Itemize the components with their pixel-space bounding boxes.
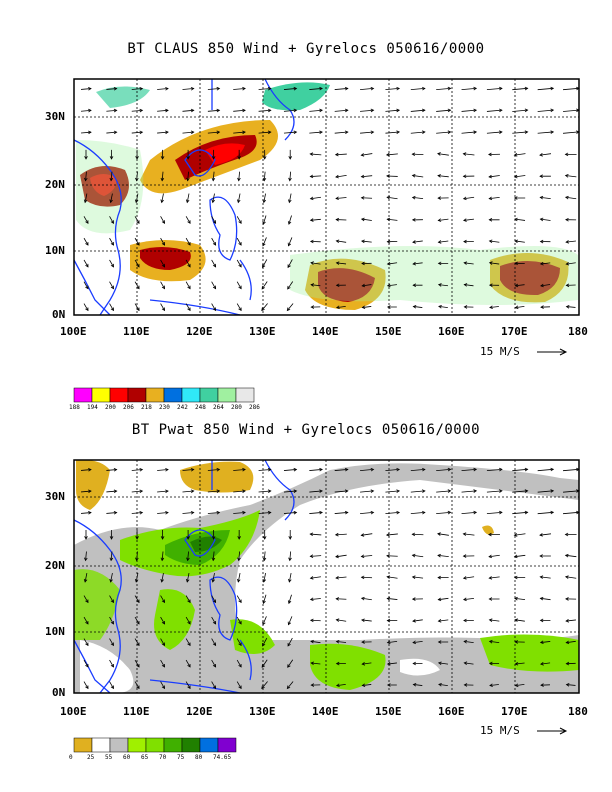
legend-swatch <box>163 737 183 753</box>
legend-swatch <box>73 387 93 403</box>
legend-label: 248 <box>195 404 206 411</box>
panel2-legend <box>73 737 237 753</box>
legend-label: 55 <box>105 754 113 761</box>
panel2-lat-30n: 30N <box>45 490 65 503</box>
legend-swatch <box>199 387 219 403</box>
panel1-lon-150e: 150E <box>375 325 402 338</box>
legend-label: 194 <box>87 404 98 411</box>
legend-label: 206 <box>123 404 134 411</box>
legend-label: 65 <box>141 754 149 761</box>
legend-swatch <box>91 387 111 403</box>
panel1-title: BT CLAUS 850 Wind + Gyrelocs 050616/0000 <box>127 41 485 57</box>
panel2-lon-100e: 100E <box>60 705 87 718</box>
legend-swatch <box>181 387 201 403</box>
legend-swatch <box>217 387 237 403</box>
panel2-wind-vectors <box>80 467 580 690</box>
legend-label: 188 <box>69 404 80 411</box>
legend-swatch <box>127 387 147 403</box>
panel2-lon-150e: 150E <box>375 705 402 718</box>
panel1-lon-130e: 130E <box>249 325 276 338</box>
panel1-map <box>73 78 580 403</box>
panel2-map <box>73 459 580 753</box>
legend-label: 230 <box>159 404 170 411</box>
panel1-lon-110e: 110E <box>123 325 150 338</box>
panel1-scale-label: 15 M/S <box>480 345 520 358</box>
legend-label: 264 <box>213 404 224 411</box>
legend-label: 218 <box>141 404 152 411</box>
legend-swatch <box>73 737 93 753</box>
legend-label: 75 <box>177 754 185 761</box>
panel1-scale-arrow <box>537 348 568 356</box>
panel1-legend <box>73 387 255 403</box>
legend-swatch <box>181 737 201 753</box>
panel2-lon-160e: 160E <box>438 705 465 718</box>
panel1-lon-180: 180 <box>568 325 588 338</box>
panel1-lon-120e: 120E <box>186 325 213 338</box>
panel2-lon-130e: 130E <box>249 705 276 718</box>
panel1-lon-170e: 170E <box>501 325 528 338</box>
panel1-lat-10n: 10N <box>45 244 65 257</box>
legend-swatch <box>235 387 255 403</box>
legend-label: 0 <box>69 754 73 761</box>
panel2-lon-110e: 110E <box>123 705 150 718</box>
panel2-lon-120e: 120E <box>186 705 213 718</box>
legend-swatch <box>127 737 147 753</box>
panel2-lon-180: 180 <box>568 705 588 718</box>
legend-label: 200 <box>105 404 116 411</box>
legend-swatch <box>199 737 219 753</box>
legend-label: 25 <box>87 754 95 761</box>
legend-swatch <box>217 737 237 753</box>
panel1-frame <box>73 78 580 316</box>
legend-swatch <box>109 737 129 753</box>
panel2-frame <box>73 459 580 694</box>
legend-label: 74.65 <box>213 754 232 761</box>
panel1-lon-140e: 140E <box>312 325 339 338</box>
panel1-wind-vectors <box>80 86 580 312</box>
legend-label: 70 <box>159 754 167 761</box>
legend-label: 60 <box>123 754 131 761</box>
legend-swatch <box>145 387 165 403</box>
panel1-grid <box>74 79 579 315</box>
legend-label: 280 <box>231 404 242 411</box>
legend-swatch <box>109 387 129 403</box>
panel2-lat-20n: 20N <box>45 559 65 572</box>
panel2-lon-170e: 170E <box>501 705 528 718</box>
panel1-coastlines <box>73 78 295 316</box>
panel1-lat-20n: 20N <box>45 178 65 191</box>
panel2-scale-label: 15 M/S <box>480 724 520 737</box>
legend-label: 80 <box>195 754 203 761</box>
panel1-lon-100e: 100E <box>60 325 87 338</box>
panel2-scale-arrow <box>537 727 568 735</box>
legend-label: 242 <box>177 404 188 411</box>
legend-swatch <box>145 737 165 753</box>
panel1-lat-0n: 0N <box>52 308 66 321</box>
legend-swatch <box>91 737 111 753</box>
panel1-lon-160e: 160E <box>438 325 465 338</box>
panel2-lon-140e: 140E <box>312 705 339 718</box>
panel2-lat-10n: 10N <box>45 625 65 638</box>
panel2-coastlines <box>73 459 295 694</box>
legend-swatch <box>163 387 183 403</box>
legend-label: 286 <box>249 404 260 411</box>
panel2-lat-0n: 0N <box>52 686 66 699</box>
panel1-lat-30n: 30N <box>45 110 65 123</box>
panel2-title: BT Pwat 850 Wind + Gyrelocs 050616/0000 <box>131 422 481 438</box>
